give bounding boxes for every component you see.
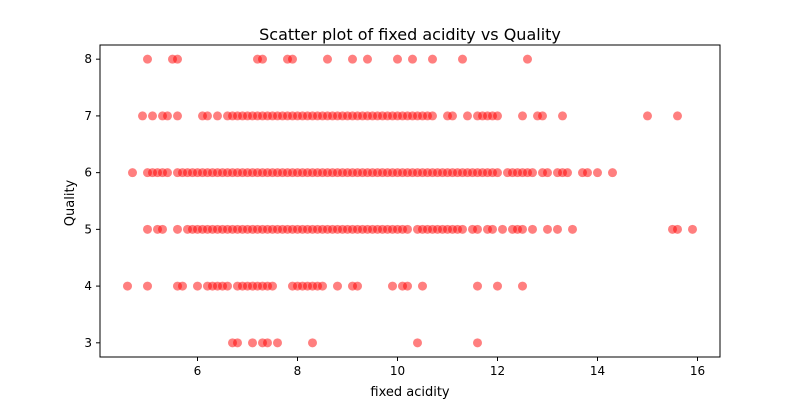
x-tick-label: 8	[294, 364, 302, 378]
data-point	[143, 224, 152, 234]
data-point	[348, 54, 357, 64]
data-point	[528, 224, 537, 234]
data-point	[148, 111, 157, 121]
data-point	[123, 281, 132, 291]
data-point	[458, 54, 467, 64]
data-point	[463, 111, 472, 121]
data-point	[203, 111, 212, 121]
data-point	[173, 224, 182, 234]
data-point	[178, 281, 187, 291]
data-point	[143, 281, 152, 291]
y-tick-label: 5	[84, 222, 92, 236]
data-point	[473, 281, 482, 291]
data-point	[558, 111, 567, 121]
data-point	[428, 111, 437, 121]
data-point	[473, 224, 482, 234]
data-point	[163, 111, 172, 121]
data-point	[163, 168, 172, 178]
data-point	[543, 224, 552, 234]
data-point	[173, 111, 182, 121]
x-tick-label: 10	[390, 364, 405, 378]
data-point	[538, 111, 547, 121]
y-tick-label: 3	[84, 336, 92, 350]
data-point	[403, 281, 412, 291]
data-point	[323, 54, 332, 64]
data-point	[193, 281, 202, 291]
data-point	[418, 281, 427, 291]
data-point	[263, 338, 272, 348]
data-point	[523, 54, 532, 64]
data-point	[158, 224, 167, 234]
x-tick-label: 16	[690, 364, 705, 378]
data-point	[288, 54, 297, 64]
data-point	[173, 54, 182, 64]
data-point	[688, 224, 697, 234]
data-point	[518, 111, 527, 121]
y-axis-ticks: 3 4 5 6 7 8	[84, 52, 100, 350]
x-tick-label: 14	[590, 364, 605, 378]
x-tick-label: 12	[490, 364, 505, 378]
data-point	[473, 338, 482, 348]
data-point	[353, 281, 362, 291]
data-point	[268, 281, 277, 291]
data-point	[518, 281, 527, 291]
x-tick-label: 6	[194, 364, 202, 378]
data-point	[543, 168, 552, 178]
data-point	[258, 54, 267, 64]
data-point	[528, 168, 537, 178]
data-point	[583, 168, 592, 178]
data-point	[248, 338, 257, 348]
data-point	[393, 54, 402, 64]
y-tick-label: 7	[84, 109, 92, 123]
data-point	[458, 224, 467, 234]
data-point	[233, 338, 242, 348]
data-point	[608, 168, 617, 178]
data-point	[493, 168, 502, 178]
data-point	[563, 168, 572, 178]
x-axis-label: fixed acidity	[370, 385, 450, 400]
data-point	[333, 281, 342, 291]
y-tick-label: 6	[84, 166, 92, 180]
chart-title: Scatter plot of fixed acidity vs Quality	[259, 25, 561, 44]
data-point	[318, 281, 327, 291]
data-point	[388, 281, 397, 291]
data-point	[493, 281, 502, 291]
data-point	[408, 54, 417, 64]
data-point	[143, 54, 152, 64]
data-point	[403, 224, 412, 234]
data-point	[673, 224, 682, 234]
y-tick-label: 8	[84, 52, 92, 66]
data-point	[413, 338, 422, 348]
data-point	[643, 111, 652, 121]
data-point	[428, 54, 437, 64]
y-axis-label: Quality	[63, 179, 78, 226]
data-point	[488, 224, 497, 234]
data-markers	[123, 54, 697, 348]
plot-frame	[99, 44, 721, 358]
data-point	[593, 168, 602, 178]
data-point	[128, 168, 137, 178]
data-point	[498, 224, 507, 234]
x-axis-ticks: 6 8 10 12 14 16	[194, 357, 705, 378]
data-point	[553, 224, 562, 234]
data-point	[213, 111, 222, 121]
data-point	[308, 338, 317, 348]
data-point	[568, 224, 577, 234]
data-point	[493, 111, 502, 121]
data-point	[273, 338, 282, 348]
data-point	[223, 281, 232, 291]
data-point	[448, 111, 457, 121]
data-point	[363, 54, 372, 64]
y-tick-label: 4	[84, 279, 92, 293]
data-point	[138, 111, 147, 121]
data-point	[518, 224, 527, 234]
data-point	[673, 111, 682, 121]
